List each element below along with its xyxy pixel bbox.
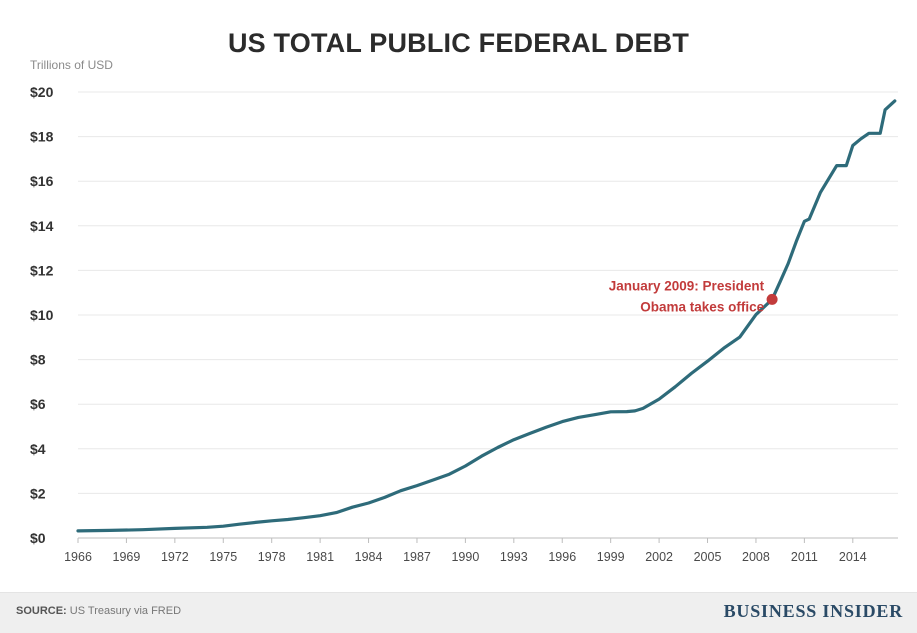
series-line <box>76 99 897 533</box>
x-tick-label: 1984 <box>355 550 383 564</box>
annotations: January 2009: President Obama takes offic… <box>609 278 778 314</box>
x-tick-label: 2005 <box>694 550 722 564</box>
y-tick-label: $16 <box>30 173 54 189</box>
chart-title: US TOTAL PUBLIC FEDERAL DEBT <box>227 28 690 58</box>
x-tick-label: 2011 <box>791 550 818 564</box>
line-chart: $0 $2 $4 $6 $8 $10 $12 $14 $16 $18 $20 1966 1969 197… <box>30 84 898 564</box>
y-tick-label: $18 <box>30 129 54 145</box>
x-tick-label: 1978 <box>258 550 286 564</box>
y-axis-ticks: $0 $2 $4 $6 $8 $10 $12 $14 $16 $18 $20 <box>30 84 54 546</box>
footer: SOURCE: US Treasury via FRED BUSINESS IN… <box>0 592 917 633</box>
y-tick-label: $10 <box>30 307 54 323</box>
source-note: SOURCE: US Treasury via FRED <box>16 605 181 617</box>
y-tick-label: $12 <box>30 262 54 278</box>
annotation-label: January 2009: President <box>609 278 765 293</box>
x-tick-label: 1981 <box>306 550 334 564</box>
x-tick-label: 1975 <box>209 550 237 564</box>
x-tick-label: 1996 <box>548 550 576 564</box>
x-tick-label: 1972 <box>161 550 189 564</box>
source-text: US Treasury via FRED <box>66 605 182 617</box>
y-tick-label: $2 <box>30 485 46 501</box>
gridlines <box>78 91 898 494</box>
x-tick-label: 1987 <box>403 550 431 564</box>
x-tick-label: 1990 <box>451 550 479 564</box>
brand-logo: BUSINESS INSIDER <box>723 601 903 621</box>
y-tick-label: $4 <box>30 441 46 457</box>
y-axis-unit-label: Trillions of USD <box>30 58 113 72</box>
x-tick-label: 1993 <box>500 550 528 564</box>
y-tick-label: $8 <box>30 352 46 368</box>
x-tick-label: 2002 <box>645 550 673 564</box>
series-group <box>76 99 897 533</box>
x-tick-label: 1999 <box>597 550 625 564</box>
y-tick-label: $6 <box>30 396 46 412</box>
annotation-marker <box>766 293 778 305</box>
annotation-label: Obama takes office <box>640 299 764 314</box>
x-tick-label: 1966 <box>64 550 92 564</box>
x-tick-label: 1969 <box>113 550 141 564</box>
y-tick-label: $20 <box>30 84 54 100</box>
x-axis-ticks: 1966 1969 1972 1975 1978 1981 1984 1987 1990 1993… <box>64 538 867 564</box>
x-tick-label: 2008 <box>742 550 770 564</box>
y-tick-label: $14 <box>30 218 54 234</box>
y-tick-label: $0 <box>30 530 46 546</box>
source-label: SOURCE: <box>16 605 67 617</box>
x-tick-label: 2014 <box>839 550 867 564</box>
